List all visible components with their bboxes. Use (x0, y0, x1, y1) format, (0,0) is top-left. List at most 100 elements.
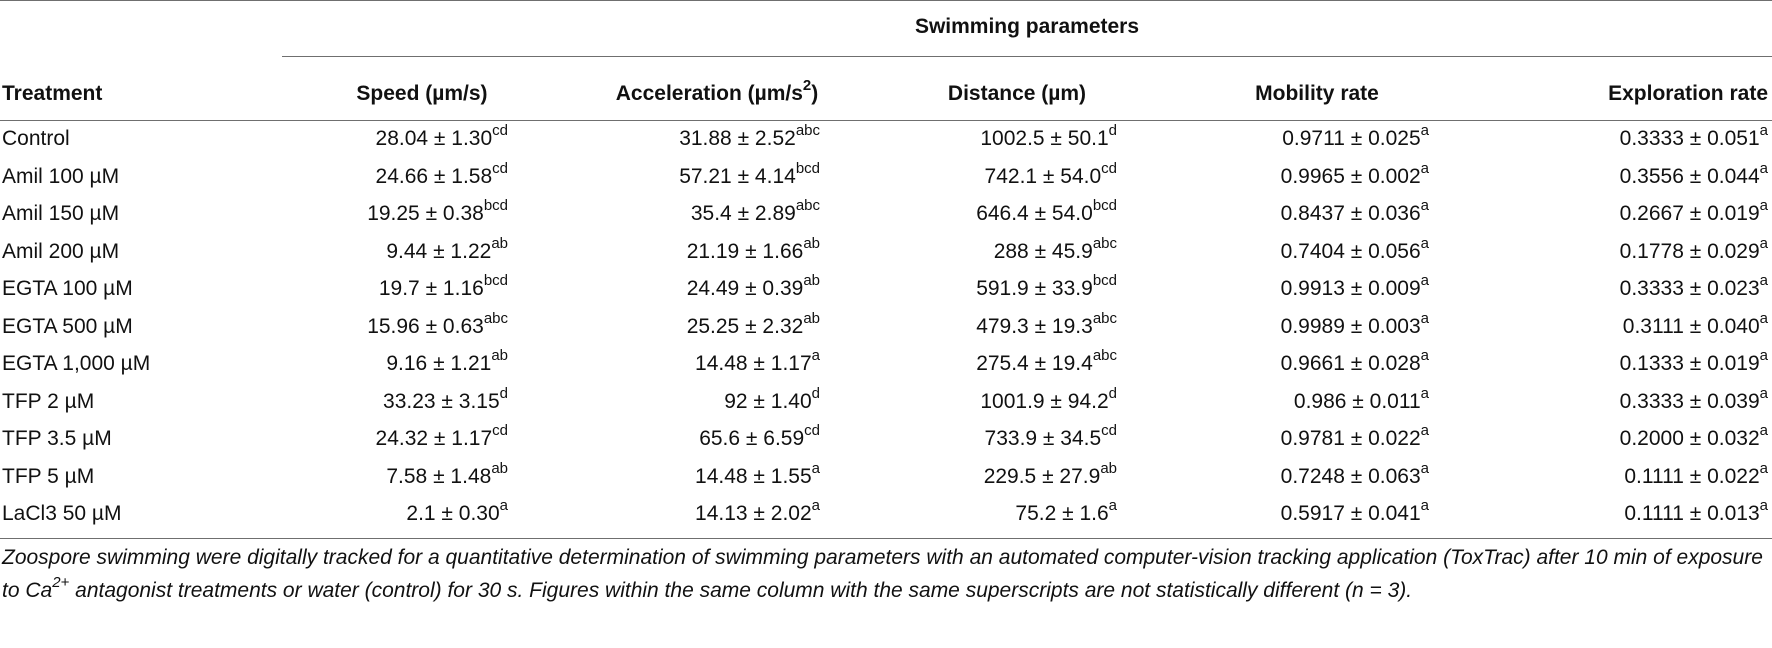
cell-distance: 742.1 ± 54.0cd (872, 158, 1162, 196)
cell-exploration: 0.1111 ± 0.013a (1472, 495, 1772, 533)
cell-acceleration-text: 92 ± 1.40 (724, 389, 812, 413)
cell-mobility-superscript: a (1420, 272, 1429, 289)
cell-acceleration-text: 25.25 ± 2.32 (686, 314, 804, 338)
table-row: TFP 2 µM 33.23 ± 3.15d 92 ± 1.40d 1001.9 ± … (0, 383, 1772, 421)
cell-distance: 591.9 ± 33.9bcd (872, 270, 1162, 308)
cell-distance-superscript: bcd (1092, 272, 1117, 289)
cell-acceleration-superscript: abc (795, 197, 820, 214)
cell-speed-superscript: abc (483, 309, 508, 327)
cell-exploration-text: 0.1111 ± 0.022 (1624, 464, 1760, 488)
cell-speed: 33.23 ± 3.15d (282, 383, 562, 421)
footnote-text-2: antagonist treatments or water (control)… (69, 579, 1413, 602)
cell-mobility-text: 0.9965 ± 0.002 (1280, 164, 1421, 188)
cell-mobility-text: 0.9711 ± 0.025 (1282, 127, 1421, 150)
cell-distance-superscript: bcd (1092, 197, 1117, 214)
cell-mobility-superscript: a (1420, 197, 1429, 214)
cell-distance: 275.4 ± 19.4abc (872, 345, 1162, 383)
cell-acceleration-superscript: ab (803, 309, 820, 327)
cell-mobility-superscript: a (1420, 422, 1429, 439)
cell-treatment: EGTA 500 µM (2, 314, 133, 338)
cell-acceleration-superscript: a (811, 459, 820, 477)
cell-treatment: Control (2, 127, 70, 150)
cell-exploration-superscript: a (1759, 122, 1768, 139)
cell-exploration: 0.1111 ± 0.022a (1472, 458, 1772, 496)
cell-mobility-value: 0.9989 ± 0.003a (1281, 308, 1429, 346)
cell-mobility-text: 0.5917 ± 0.041 (1280, 502, 1421, 525)
cell-exploration-value: 0.3111 ± 0.040a (1623, 308, 1768, 346)
cell-exploration-superscript: a (1759, 309, 1768, 327)
cell-acceleration: 25.25 ± 2.32ab (562, 308, 872, 346)
cell-distance-value: 275.4 ± 19.4abc (976, 345, 1117, 383)
cell-acceleration-value: 14.48 ± 1.17a (695, 345, 820, 383)
cell-acceleration-superscript: d (811, 384, 820, 402)
table-row: EGTA 100 µM 19.7 ± 1.16bcd 24.49 ± 0.39ab 5… (0, 270, 1772, 308)
cell-exploration-value: 0.1111 ± 0.013a (1624, 495, 1768, 533)
cell-mobility: 0.5917 ± 0.041a (1162, 495, 1472, 533)
cell-speed-value: 33.23 ± 3.15d (383, 383, 508, 421)
header-acceleration-text: Acceleration (µm/s (615, 82, 803, 105)
cell-distance: 1002.5 ± 50.1d (872, 120, 1162, 158)
cell-distance-value: 229.5 ± 27.9ab (984, 458, 1117, 496)
cell-distance-text: 646.4 ± 54.0 (976, 202, 1093, 225)
cell-distance-superscript: d (1108, 122, 1117, 139)
table-row: EGTA 500 µM 15.96 ± 0.63abc 25.25 ± 2.32ab… (0, 308, 1772, 346)
cell-exploration-superscript: a (1759, 347, 1768, 364)
cell-acceleration-text: 57.21 ± 4.14 (679, 164, 796, 188)
cell-speed: 19.25 ± 0.38bcd (282, 195, 562, 233)
cell-distance-value: 1001.9 ± 94.2d (980, 383, 1117, 421)
cell-exploration: 0.3333 ± 0.039a (1472, 383, 1772, 421)
cell-speed-text: 7.58 ± 1.48 (386, 464, 492, 488)
cell-distance-text: 591.9 ± 33.9 (976, 277, 1093, 300)
cell-speed-text: 15.96 ± 0.63 (367, 314, 484, 338)
cell-distance-value: 733.9 ± 34.5cd (985, 420, 1117, 458)
cell-acceleration: 92 ± 1.40d (562, 383, 872, 421)
table-row: EGTA 1,000 µM 9.16 ± 1.21ab 14.48 ± 1.17a 2… (0, 345, 1772, 383)
cell-speed: 28.04 ± 1.30cd (282, 120, 562, 158)
header-exploration: Exploration rate (1608, 82, 1768, 105)
cell-acceleration-superscript: ab (803, 234, 820, 252)
table-row: Amil 200 µM 9.44 ± 1.22ab 21.19 ± 1.66ab 28… (0, 233, 1772, 271)
cell-speed-superscript: cd (492, 159, 508, 177)
cell-speed-value: 24.32 ± 1.17cd (376, 420, 508, 458)
cell-speed-superscript: d (499, 384, 508, 402)
cell-speed-text: 24.32 ± 1.17 (375, 427, 493, 450)
cell-distance: 75.2 ± 1.6a (872, 495, 1162, 533)
cell-acceleration-value: 24.49 ± 0.39ab (687, 270, 820, 308)
cell-speed-superscript: ab (491, 234, 508, 252)
cell-speed-value: 19.25 ± 0.38bcd (367, 195, 508, 233)
cell-speed-text: 28.04 ± 1.30 (375, 127, 493, 150)
cell-mobility-value: 0.9711 ± 0.025a (1282, 120, 1429, 158)
cell-exploration-text: 0.3333 ± 0.023 (1619, 277, 1760, 300)
cell-exploration-value: 0.2667 ± 0.019a (1620, 195, 1768, 233)
cell-speed: 2.1 ± 0.30a (282, 495, 562, 533)
cell-exploration-superscript: a (1759, 272, 1768, 289)
cell-exploration-value: 0.1333 ± 0.019a (1620, 345, 1768, 383)
cell-mobility: 0.9661 ± 0.028a (1162, 345, 1472, 383)
cell-mobility: 0.986 ± 0.011a (1162, 383, 1472, 421)
cell-exploration: 0.3111 ± 0.040a (1472, 308, 1772, 346)
cell-acceleration: 14.13 ± 2.02a (562, 495, 872, 533)
cell-mobility-superscript: a (1420, 497, 1429, 514)
cell-mobility-superscript: a (1420, 459, 1429, 477)
cell-mobility-value: 0.5917 ± 0.041a (1281, 495, 1429, 533)
cell-mobility-superscript: a (1420, 122, 1429, 139)
cell-mobility-value: 0.9965 ± 0.002a (1281, 158, 1429, 196)
header-rule (0, 120, 1772, 121)
cell-mobility: 0.9913 ± 0.009a (1162, 270, 1472, 308)
cell-mobility-value: 0.8437 ± 0.036a (1281, 195, 1429, 233)
header-acceleration-suffix: ) (811, 82, 819, 105)
cell-acceleration: 14.48 ± 1.55a (562, 458, 872, 496)
cell-mobility-value: 0.7404 ± 0.056a (1281, 233, 1429, 271)
cell-mobility-text: 0.7404 ± 0.056 (1280, 239, 1421, 263)
cell-distance-superscript: a (1108, 497, 1117, 514)
cell-distance-superscript: cd (1101, 422, 1117, 439)
cell-distance: 479.3 ± 19.3abc (872, 308, 1162, 346)
cell-acceleration: 21.19 ± 1.66ab (562, 233, 872, 271)
cell-distance-text: 1001.9 ± 94.2 (980, 389, 1109, 413)
cell-speed: 9.16 ± 1.21ab (282, 345, 562, 383)
cell-mobility-superscript: a (1420, 234, 1429, 252)
cell-mobility: 0.9989 ± 0.003a (1162, 308, 1472, 346)
cell-speed-value: 2.1 ± 0.30a (406, 495, 508, 533)
cell-mobility-superscript: a (1420, 384, 1429, 402)
cell-exploration-superscript: a (1759, 384, 1768, 402)
